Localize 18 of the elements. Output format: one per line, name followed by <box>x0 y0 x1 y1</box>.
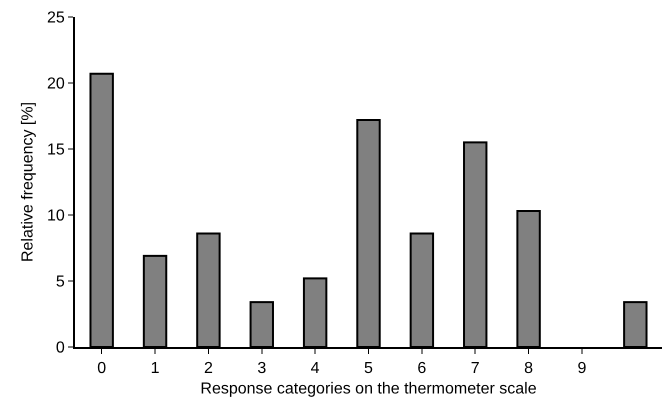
x-tick-label: 3 <box>257 360 266 378</box>
x-tick-label: 4 <box>310 360 320 378</box>
x-tick-label: 8 <box>524 360 534 378</box>
x-axis-title: Response categories on the thermometer scale <box>200 380 537 398</box>
y-tick-label: 15 <box>47 142 65 159</box>
x-tick-label: 6 <box>417 360 426 378</box>
x-tick-label: 1 <box>150 360 160 378</box>
y-tick-label: 20 <box>47 76 65 93</box>
y-tick-label: 25 <box>47 10 65 27</box>
x-tick-label: 9 <box>577 360 586 378</box>
x-tick-label: 5 <box>364 360 374 378</box>
x-tick-label: 2 <box>204 360 213 378</box>
x-tick-label: 7 <box>470 360 480 378</box>
x-tick-label: 0 <box>97 360 106 378</box>
y-tick-label: 0 <box>56 340 65 357</box>
y-tick-label: 5 <box>56 274 65 291</box>
y-tick-label: 10 <box>47 208 65 225</box>
y-axis-title: Relative frequency [%] <box>19 102 36 262</box>
